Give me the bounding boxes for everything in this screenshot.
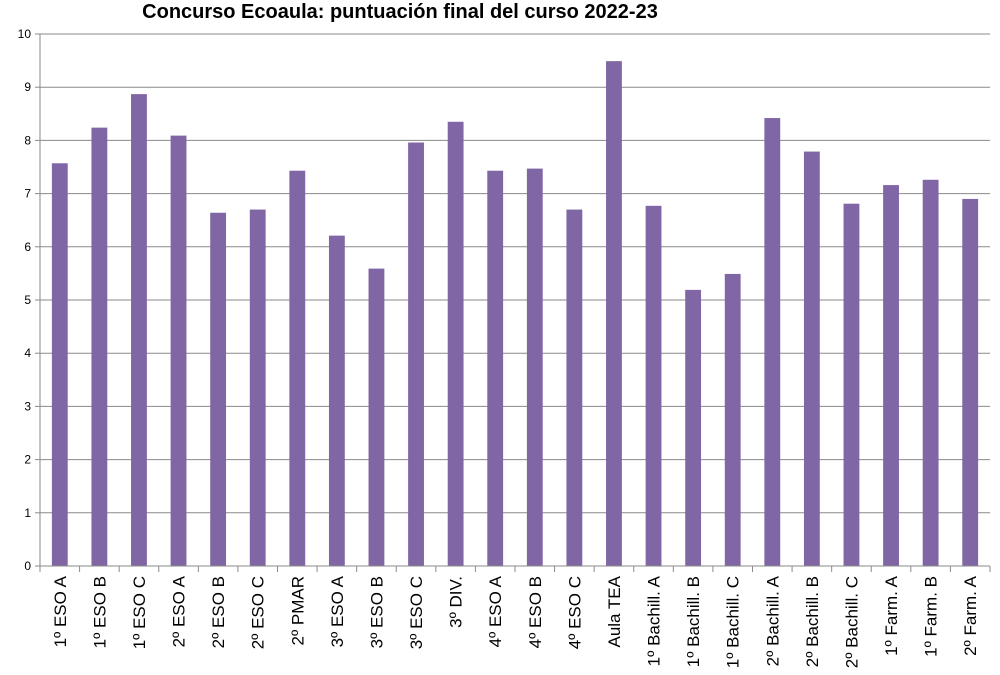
- x-tick-label: 1º ESO B: [90, 576, 109, 648]
- y-tick-label: 4: [24, 346, 31, 360]
- bar: [566, 209, 583, 566]
- x-tick-label: 2º ESO A: [170, 575, 189, 647]
- x-tick-label: 4º ESO B: [526, 576, 545, 648]
- y-tick-label: 6: [24, 240, 31, 254]
- x-tick-label: 1º ESO A: [51, 575, 70, 647]
- bar: [249, 209, 266, 566]
- x-tick-label: 1º Farm. B: [922, 576, 941, 657]
- x-tick-label: 3º ESO B: [367, 576, 386, 648]
- bar: [606, 61, 622, 567]
- bar: [368, 268, 385, 566]
- x-tick-label: 1º ESO C: [130, 576, 149, 649]
- bar: [447, 121, 464, 566]
- axes: [35, 33, 991, 572]
- x-tick-label: 1º Bachill. A: [645, 575, 664, 666]
- gridlines: [40, 33, 990, 514]
- x-tick-label: 3º DIV.: [447, 576, 466, 628]
- x-tick-label: 2º Bachill. C: [842, 576, 861, 668]
- bar: [922, 179, 939, 566]
- x-tick-label: Aula TEA: [605, 575, 624, 647]
- x-tick-label: 2º Bachill. A: [763, 575, 782, 666]
- x-tick-label: 1º Bachill. B: [684, 576, 703, 667]
- x-tick-label: 4º ESO C: [565, 576, 584, 649]
- y-axis-tick-labels: 0 1 2 3 4 5 6 7 8 9 10: [18, 27, 32, 573]
- bar: [962, 198, 979, 567]
- y-tick-label: 1: [24, 506, 31, 520]
- x-tick-label: 2º PMAR: [288, 576, 307, 646]
- bar: [883, 185, 899, 566]
- x-tick-label: 4º ESO A: [486, 575, 505, 647]
- bar: [724, 273, 741, 566]
- y-tick-label: 2: [24, 453, 31, 467]
- bar: [487, 170, 504, 566]
- y-tick-label: 8: [24, 133, 31, 147]
- bar: [289, 170, 306, 566]
- x-tick-label: 3º ESO C: [407, 576, 426, 649]
- bar: [328, 235, 345, 567]
- x-tick-label: 2º ESO B: [209, 576, 228, 648]
- y-tick-label: 7: [24, 187, 31, 201]
- y-tick-label: 9: [24, 80, 31, 94]
- bars: [51, 61, 979, 567]
- x-tick-label: 2º Bachill. B: [803, 576, 822, 667]
- bar: [685, 289, 702, 566]
- y-tick-label: 0: [24, 559, 31, 573]
- y-tick-label: 5: [24, 293, 31, 307]
- bar: [408, 142, 424, 566]
- bar: [526, 168, 543, 566]
- bar: [170, 135, 187, 566]
- x-tick-label: 1º Farm. A: [882, 575, 901, 656]
- bar: [51, 163, 68, 566]
- x-tick-label: 1º Bachill. C: [724, 576, 743, 668]
- chart-title: Concurso Ecoaula: puntuación final del c…: [142, 1, 658, 23]
- bar: [131, 94, 147, 566]
- y-tick-label: 10: [18, 27, 32, 41]
- x-tick-label: 2º Farm. A: [961, 575, 980, 656]
- bar: [91, 127, 108, 567]
- x-tick-label: 2º ESO C: [249, 576, 268, 649]
- bar: [843, 203, 860, 566]
- x-axis-tick-labels: 1º ESO A 1º ESO B 1º ESO C 2º ESO A 2º ESO B…: [51, 575, 980, 668]
- bar: [803, 151, 820, 566]
- bar: [210, 212, 227, 566]
- y-tick-label: 3: [24, 399, 31, 413]
- bar: [764, 118, 781, 566]
- x-tick-label: 3º ESO A: [328, 575, 347, 647]
- bar: [645, 205, 662, 566]
